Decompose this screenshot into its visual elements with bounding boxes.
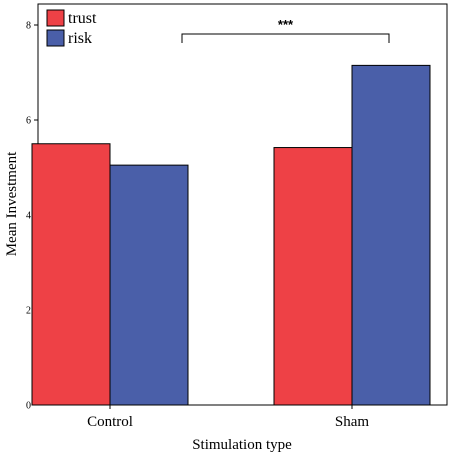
- bar-risk-control: [109, 164, 189, 406]
- legend-label-risk: risk: [68, 30, 92, 47]
- x-axis-title: Stimulation type: [192, 437, 292, 453]
- legend-label-trust: trust: [68, 10, 97, 27]
- legend: trust risk: [46, 9, 97, 47]
- significance-label: ***: [278, 17, 294, 32]
- bar-trust-control: [31, 143, 111, 406]
- y-tick-label: 2: [26, 306, 31, 317]
- y-tick-label: 0: [26, 401, 31, 412]
- x-tick-label-sham: Sham: [335, 414, 370, 430]
- legend-swatch-trust: [46, 9, 65, 27]
- significance-annotation: ***: [181, 17, 390, 43]
- bars-group: [31, 64, 431, 406]
- significance-bracket: [181, 33, 390, 43]
- y-tick-label: 6: [26, 116, 31, 127]
- bar-risk-sham: [351, 64, 431, 406]
- legend-swatch-risk: [46, 29, 65, 47]
- x-axis-ticks: Control Sham: [87, 405, 369, 430]
- bar-trust-sham: [273, 147, 353, 406]
- y-axis-title: Mean Investment: [4, 151, 20, 256]
- y-tick-label: 8: [26, 21, 31, 32]
- x-tick-label-control: Control: [87, 414, 133, 430]
- y-tick-label: 4: [26, 211, 31, 222]
